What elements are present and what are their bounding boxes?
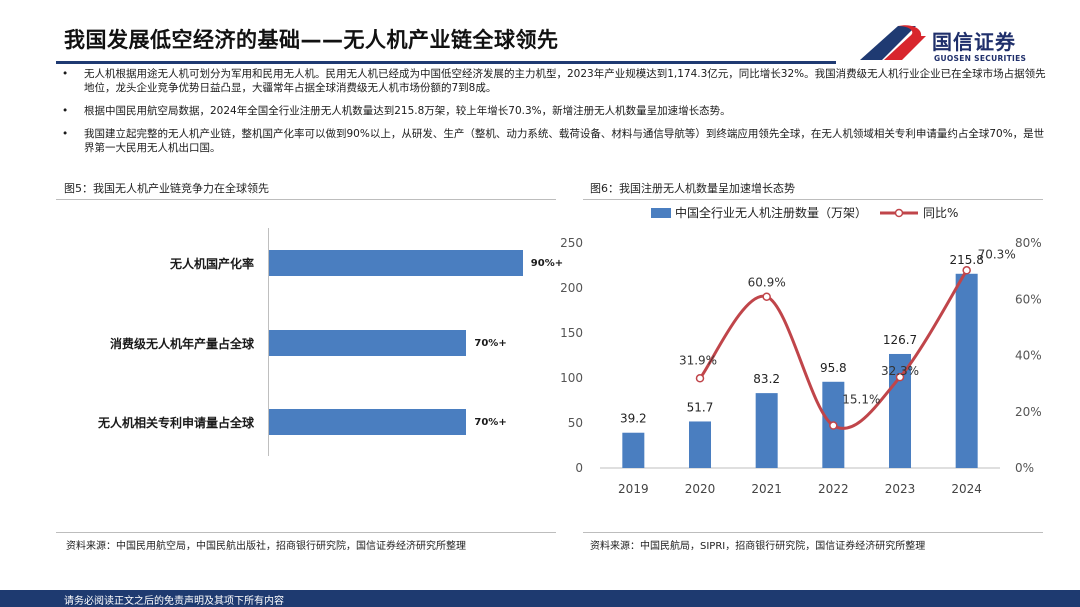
fig6-left-tick: 150 — [560, 326, 583, 340]
fig6-left-tick: 100 — [560, 371, 583, 385]
logo-subtitle: GUOSEN SECURITIES — [934, 54, 1027, 63]
fig6-left-tick: 250 — [560, 236, 583, 250]
fig6-line-point — [762, 292, 771, 301]
fig6-line-label: 70.3% — [978, 247, 1016, 261]
fig6-bar-label: 95.8 — [820, 361, 847, 375]
fig6-line-label: 31.9% — [679, 353, 717, 367]
title-divider — [56, 61, 836, 64]
fig6-legend-bar-swatch — [651, 208, 671, 218]
fig5-title: 图5：我国无人机产业链竞争力在全球领先 — [64, 182, 269, 195]
fig6-bar-label: 126.7 — [883, 333, 917, 347]
fig6-line-point — [962, 266, 971, 275]
fig6-x-tick: 2022 — [818, 482, 849, 496]
footer-disclaimer: 请务必阅读正文之后的免责声明及其项下所有内容 — [64, 596, 284, 607]
page-title: 我国发展低空经济的基础——无人机产业链全球领先 — [64, 28, 559, 52]
fig5-source: 资料来源：中国民用航空局，中国民航出版社，招商银行研究院，国信证券经济研究所整理 — [66, 541, 466, 552]
fig6-bar — [622, 432, 645, 468]
fig6-bottom-rule — [583, 532, 1043, 533]
fig6-bar — [755, 393, 778, 468]
fig5-value-label: 90%+ — [530, 258, 564, 269]
fig5-bar — [269, 330, 467, 356]
guosen-logo: 国信证券 GUOSEN SECURITIES — [858, 20, 1058, 68]
fig5-title-rule — [56, 199, 556, 200]
fig6-left-tick: 200 — [560, 281, 583, 295]
fig6-line-label: 15.1% — [842, 393, 880, 407]
bullet-item: 根据中国民用航空局数据，2024年全国全行业注册无人机数量达到215.8万架，较… — [62, 104, 1052, 118]
fig6-title: 图6：我国注册无人机数量呈加速增长态势 — [590, 182, 795, 195]
fig6-x-tick: 2023 — [885, 482, 916, 496]
fig6-bar — [822, 381, 845, 468]
fig6-legend-bar-label: 中国全行业无人机注册数量（万架） — [675, 205, 867, 220]
fig6-bar-label: 51.7 — [687, 400, 714, 414]
fig6-right-tick: 40% — [1015, 349, 1042, 363]
fig6-legend-line-label: 同比% — [923, 206, 958, 220]
fig6-bar-label: 39.2 — [620, 412, 647, 426]
fig5-axis — [268, 228, 269, 456]
logo-name: 国信证券 — [932, 30, 1016, 54]
guosen-logo-mark — [860, 25, 926, 60]
fig6-x-tick: 2019 — [618, 482, 649, 496]
fig5-value-label: 70%+ — [474, 417, 507, 428]
fig5-value-label: 70%+ — [474, 338, 507, 349]
fig6-x-tick: 2024 — [951, 482, 982, 496]
fig6-right-tick: 20% — [1015, 405, 1042, 419]
fig6-bar-label: 215.8 — [949, 253, 983, 267]
fig5-category-label: 消费级无人机年产量占全球 — [109, 337, 254, 351]
fig5-category-label: 无人机国产化率 — [169, 257, 254, 271]
fig6-line-point — [695, 374, 705, 383]
fig6-line-point — [829, 421, 838, 430]
fig6-source: 资料来源：中国民航局，SIPRI，招商银行研究院，国信证券经济研究所整理 — [590, 541, 926, 552]
fig6-line — [698, 269, 968, 430]
fig6-left-tick: 0 — [575, 461, 583, 475]
fig6-legend-line-marker — [894, 208, 904, 218]
fig5-bottom-rule — [56, 532, 556, 533]
fig6-right-tick: 0% — [1015, 461, 1034, 475]
fig6-line-label: 60.9% — [748, 276, 786, 290]
bullet-item: 我国建立起完整的无人机产业链，整机国产化率可以做到90%以上，从研发、生产（整机… — [62, 127, 1052, 155]
fig6-line-point — [895, 372, 905, 382]
bullet-item: 无人机根据用途无人机可划分为军用和民用无人机。民用无人机已经成为中国低空经济发展… — [62, 67, 1052, 95]
bullet-list: 无人机根据用途无人机可划分为军用和民用无人机。民用无人机已经成为中国低空经济发展… — [62, 67, 1052, 164]
fig6-line-label: 32.3% — [881, 364, 919, 378]
fig5-bar — [269, 250, 523, 276]
fig6-left-tick: 50 — [568, 416, 583, 430]
fig6-x-tick: 2021 — [751, 482, 782, 496]
fig6-bar — [955, 273, 978, 468]
fig6-x-tick: 2020 — [685, 482, 716, 496]
fig6-title-rule — [583, 199, 1043, 200]
fig6-bar — [889, 353, 911, 468]
footer-bar: 请务必阅读正文之后的免责声明及其项下所有内容 — [0, 590, 1080, 607]
fig6-right-tick: 60% — [1015, 292, 1042, 306]
fig6-right-tick: 80% — [1015, 236, 1042, 250]
fig5-category-label: 无人机相关专利申请量占全球 — [97, 416, 254, 430]
fig6-bar-label: 83.2 — [753, 372, 780, 386]
fig6-bar — [689, 421, 711, 468]
fig5-bar — [269, 409, 467, 435]
